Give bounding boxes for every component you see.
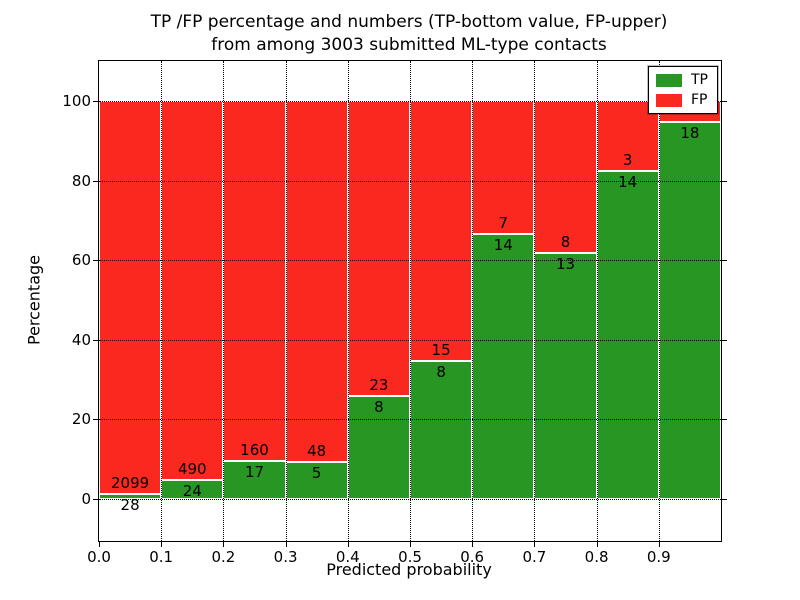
tp-count-label: 14 (493, 235, 513, 254)
y-tick-label: 60 (71, 251, 91, 270)
gridline-horizontal (99, 101, 721, 102)
tp-count-label: 13 (555, 254, 576, 273)
y-tick-mark-left (93, 180, 99, 182)
tp-count-label: 5 (311, 463, 322, 482)
x-tick-label: 0.2 (211, 548, 236, 566)
bar-fp-segment (472, 101, 535, 234)
x-tick-mark (99, 541, 100, 547)
bar-tp-segment (99, 493, 162, 499)
x-tick-mark (285, 541, 287, 547)
y-tick-mark-right (721, 180, 727, 182)
gridline-horizontal (99, 339, 721, 341)
bar-fp-segment (534, 101, 597, 253)
y-tick-label: 100 (62, 92, 91, 110)
gridline-vertical (347, 61, 349, 541)
bar-fp-segment (223, 101, 286, 461)
chart-title-line1: TP /FP percentage and numbers (TP-bottom… (150, 12, 668, 32)
gridline-vertical (161, 61, 163, 541)
y-tick-label: 0 (81, 490, 91, 508)
bar-fp-segment (410, 101, 473, 361)
x-tick-label: 0.5 (398, 548, 422, 566)
x-tick-label: 0.7 (522, 548, 547, 566)
tp-count-label: 8 (374, 398, 384, 417)
x-tick-mark (658, 541, 660, 547)
gridline-vertical (534, 61, 536, 541)
plot-area: 2099 28 490 24 160 17 48 5 23 8 15 8 7 14 8 13 3 14 18 0.0… (62, 60, 727, 566)
y-tick-mark-left (93, 419, 99, 421)
tp-count-label: 28 (120, 495, 140, 514)
bar-fp-segment (285, 101, 348, 462)
x-tick-label: 0.8 (584, 548, 609, 566)
fp-count-label: 48 (307, 441, 327, 460)
fp-count-label: 160 (240, 440, 269, 459)
bar-fp-segment (347, 101, 410, 397)
fp-legend-label: FP (691, 92, 708, 108)
tp-count-label: 24 (182, 482, 202, 501)
y-tick-mark-right (721, 260, 727, 262)
legend-item-fp: FP (656, 93, 708, 107)
x-tick-mark (472, 541, 474, 547)
tp-count-label: 14 (618, 173, 638, 192)
y-tick-mark-right (721, 339, 727, 341)
y-tick-mark-left (93, 260, 99, 262)
bar-tp-segment (534, 252, 597, 499)
gridline-horizontal (99, 260, 721, 262)
tp-legend-swatch (656, 73, 682, 87)
fp-count-label: 2099 (111, 473, 150, 492)
x-tick-mark (223, 541, 225, 547)
bar-tp-segment (596, 171, 659, 499)
x-tick-mark (534, 541, 536, 547)
gridline-horizontal (99, 419, 721, 421)
fp-count-label: 15 (431, 340, 451, 359)
x-tick-mark (347, 541, 349, 547)
bar-tp-segment (472, 233, 535, 499)
bar-tp-segment (658, 121, 721, 499)
y-tick-mark-left (93, 101, 99, 102)
y-tick-mark-right (721, 101, 727, 102)
tp-count-label: 17 (244, 462, 265, 481)
x-tick-label: 0.0 (87, 548, 111, 566)
fp-count-label: 490 (177, 460, 207, 479)
y-tick-mark-left (93, 499, 99, 500)
fp-legend-swatch (656, 93, 682, 107)
chart-title: TP /FP percentage and numbers (TP-bottom… (98, 11, 720, 57)
y-tick-mark-left (93, 339, 99, 341)
gridline-horizontal (99, 499, 721, 500)
x-axis-label: Predicted probability (326, 560, 492, 579)
tp-count-label: 8 (436, 362, 446, 381)
fp-count-label: 23 (369, 376, 389, 395)
gridline-vertical (223, 61, 225, 541)
gridline-vertical (410, 61, 411, 541)
fp-count-label: 7 (498, 213, 509, 232)
tp-legend-label: TP (691, 72, 708, 88)
x-tick-label: 0.9 (646, 548, 671, 566)
bar-fp-segment (161, 101, 224, 481)
gridline-vertical (596, 61, 598, 541)
chart-title-line2: from among 3003 submitted ML-type contac… (211, 35, 607, 55)
y-tick-label: 40 (71, 330, 91, 349)
x-tick-mark (596, 541, 598, 547)
fp-count-label: 3 (622, 151, 633, 170)
x-tick-mark (161, 541, 163, 547)
gridline-vertical (285, 61, 287, 541)
gridline-vertical (472, 61, 474, 541)
y-tick-mark-right (721, 499, 727, 500)
x-tick-mark (410, 541, 411, 547)
bar-fp-segment (99, 101, 162, 494)
gridline-horizontal (99, 180, 721, 182)
x-tick-label: 0.3 (273, 548, 298, 566)
legend-item-tp: TP (656, 73, 708, 87)
x-tick-label: 0.6 (460, 548, 485, 566)
tp-count-label: 18 (680, 123, 700, 142)
fp-count-label: 8 (560, 232, 571, 251)
bar-tp-segment (410, 360, 473, 499)
x-tick-label: 0.4 (335, 548, 360, 566)
y-tick-mark-right (721, 419, 727, 421)
legend: TP FP (648, 66, 718, 114)
x-tick-label: 0.1 (149, 548, 174, 566)
gridline-vertical (658, 61, 660, 541)
y-tick-label: 20 (71, 410, 91, 429)
y-tick-label: 80 (71, 171, 91, 190)
